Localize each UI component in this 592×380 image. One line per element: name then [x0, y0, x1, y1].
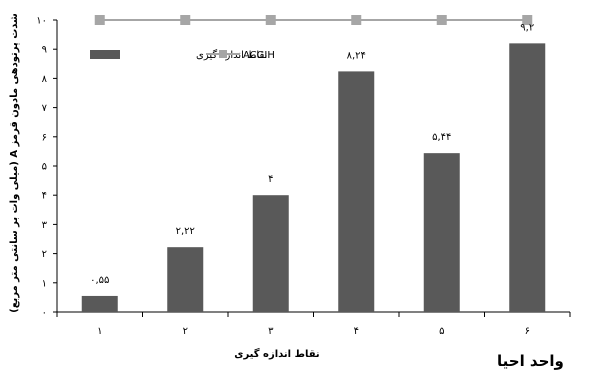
acgih-marker: [351, 15, 362, 25]
y-tick-label: ١: [42, 278, 47, 289]
caption: واحد احیا: [497, 352, 564, 370]
x-tick-label: ١: [97, 326, 102, 337]
bar-data-label: ۴: [268, 174, 273, 185]
y-tick-label: ٣: [42, 220, 48, 231]
y-tick-label: ۴: [42, 191, 47, 202]
y-tick-label: ۵: [42, 162, 47, 173]
legend-swatch-measurement-points: [90, 50, 120, 59]
y-tick-label: ٩: [42, 45, 47, 56]
x-tick-label: ۵: [439, 326, 444, 337]
x-tick-label: ۴: [354, 326, 359, 337]
bar: [509, 43, 546, 313]
acgih-line-series: [94, 15, 533, 25]
bar-data-label: ۰,۵۵: [90, 275, 109, 286]
y-tick-label: ۶: [42, 132, 47, 143]
bars: [81, 43, 546, 313]
bar-data-label: ۲,۲۲: [176, 226, 195, 237]
y-tick-label: ١٠: [36, 16, 47, 27]
bar: [167, 247, 204, 312]
y-tick-label: ٢: [42, 249, 47, 260]
bar: [81, 295, 118, 312]
bar: [423, 153, 460, 312]
y-tick-label: ٨: [42, 74, 48, 85]
bar: [252, 195, 289, 312]
bar-data-label: ۹,۲: [520, 22, 534, 33]
legend: نقاط اندازه گیری ACGIH: [90, 49, 275, 61]
tick-labels: ٠ ١ ٢ ٣ ۴ ۵ ۶ ٧ ٨ ٩ ١٠ ١ ٢ ٣ ۴ ۵ ۶: [36, 16, 530, 338]
bar: [338, 71, 375, 312]
x-axis-title: نقاط اندازه گیری: [234, 347, 319, 360]
y-tick-label: ٠: [42, 308, 47, 319]
legend-swatch-acgih-marker: [219, 50, 227, 58]
acgih-marker: [265, 15, 276, 25]
axes: [53, 19, 571, 317]
acgih-marker: [436, 15, 447, 25]
y-axis-title: شدت پرتودهی مادون قرمز A (میلی وات بر سا…: [9, 13, 20, 313]
legend-label-acgih: ACGIH: [243, 50, 275, 61]
x-tick-label: ٣: [268, 326, 274, 337]
y-tick-label: ٧: [42, 103, 48, 114]
bar-data-label: ۵,۴۴: [432, 132, 451, 143]
x-tick-label: ۶: [525, 326, 530, 337]
bar-data-label: ۸,۲۴: [347, 50, 366, 61]
acgih-marker: [94, 15, 105, 25]
data-labels: ۰,۵۵ ۲,۲۲ ۴ ۸,۲۴ ۵,۴۴ ۹,۲: [90, 22, 534, 286]
x-tick-label: ٢: [183, 326, 188, 337]
acgih-marker: [522, 15, 533, 25]
acgih-marker: [180, 15, 191, 25]
